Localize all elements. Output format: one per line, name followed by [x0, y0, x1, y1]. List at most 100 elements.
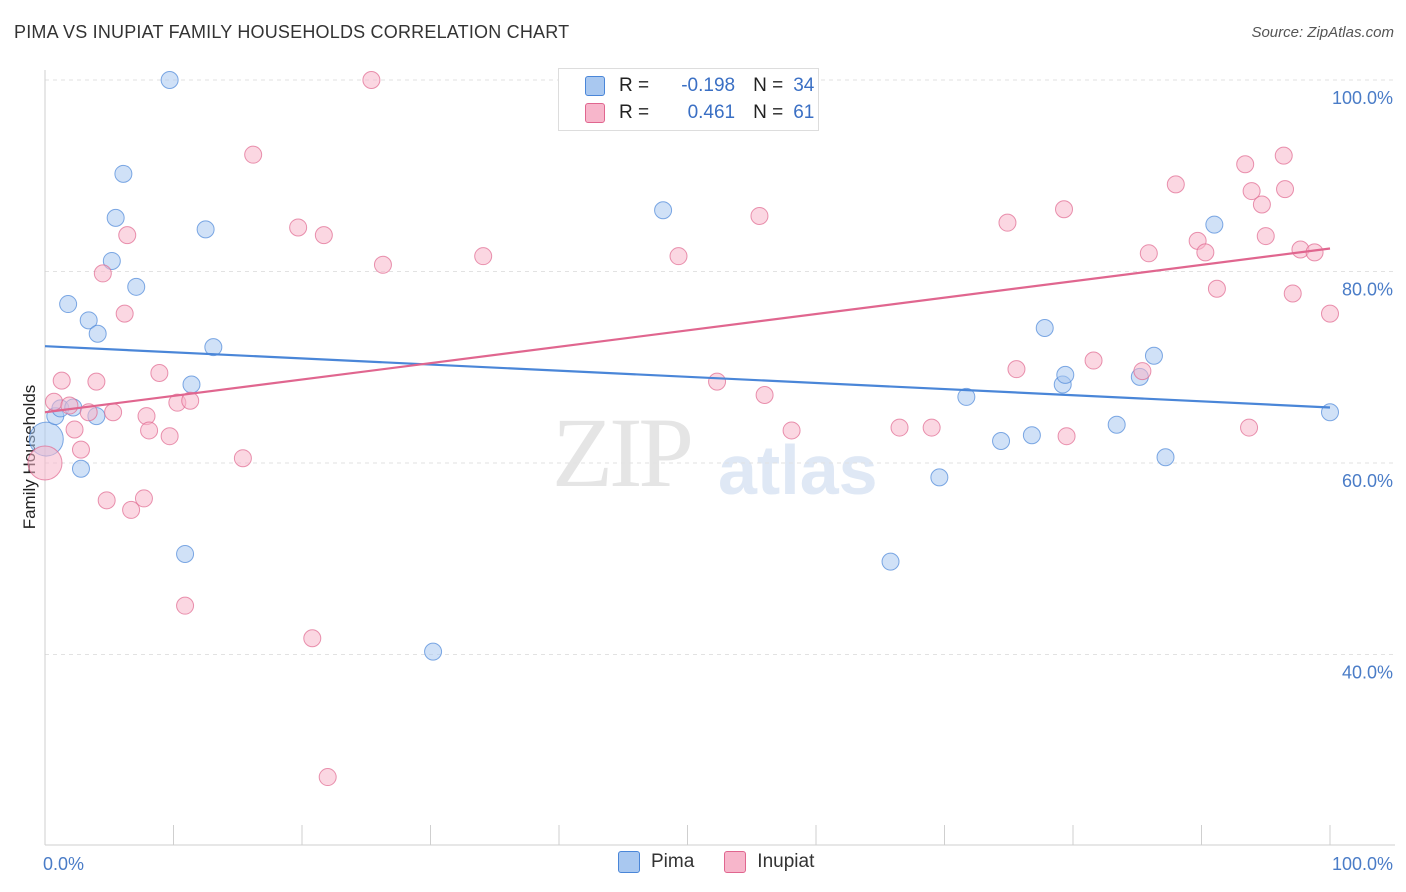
data-point-inupiat: [362, 71, 381, 89]
data-point-inupiat: [65, 420, 84, 439]
data-point-inupiat: [303, 629, 322, 648]
data-point-pima: [881, 552, 900, 571]
legend-n-label: N =: [753, 75, 784, 96]
x-tick-label-max: 100.0%: [1332, 854, 1393, 874]
data-point-inupiat: [1007, 360, 1026, 379]
legend-r-label: R =: [619, 75, 650, 96]
data-point-pima: [1144, 346, 1163, 365]
data-point-inupiat: [233, 449, 252, 468]
data-point-pima: [102, 251, 121, 270]
data-point-inupiat: [1057, 427, 1076, 446]
data-point-inupiat: [60, 396, 79, 415]
data-point-inupiat: [314, 226, 333, 245]
watermark-atlas: atlas: [718, 431, 878, 509]
data-point-inupiat: [750, 206, 769, 225]
data-point-inupiat: [1276, 180, 1295, 199]
source-label: Source: ZipAtlas.com: [1251, 24, 1394, 41]
data-point-inupiat: [181, 391, 200, 410]
data-point-inupiat: [922, 418, 941, 437]
legend-r-value-pima: -0.198: [681, 75, 736, 96]
data-point-inupiat: [1242, 182, 1261, 201]
data-point-inupiat: [1240, 418, 1259, 437]
data-point-inupiat: [1274, 146, 1293, 165]
data-point-inupiat: [1321, 304, 1339, 323]
data-point-pima: [182, 375, 201, 394]
data-point-inupiat: [122, 500, 141, 519]
data-point-inupiat: [782, 421, 801, 440]
data-point-pima: [106, 208, 125, 227]
series-legend-inupiat: Inupiat: [724, 851, 814, 873]
legend-swatch-inupiat: [585, 103, 605, 123]
data-point-inupiat: [160, 427, 179, 446]
data-point-pima: [71, 459, 90, 478]
legend-swatch-pima: [585, 76, 605, 96]
y-tick-label: 40.0%: [1342, 663, 1393, 683]
data-point-inupiat: [669, 247, 688, 266]
data-point-inupiat: [1133, 362, 1152, 381]
data-point-inupiat: [1055, 200, 1074, 219]
data-point-inupiat: [87, 372, 106, 391]
data-point-inupiat: [93, 264, 112, 283]
data-point-inupiat: [115, 304, 134, 323]
data-point-pima: [1035, 318, 1054, 337]
data-point-pima: [930, 468, 949, 487]
data-point-inupiat: [176, 596, 195, 615]
data-point-inupiat: [1207, 279, 1226, 298]
series-label-inupiat: Inupiat: [757, 851, 815, 872]
data-point-pima: [424, 642, 443, 661]
data-point-inupiat: [708, 372, 727, 391]
legend-row-pima: R = -0.198 N = 34: [585, 73, 814, 99]
series-swatch-inupiat: [724, 851, 747, 873]
x-tick-label-min: 0.0%: [43, 854, 84, 874]
data-point-inupiat: [318, 768, 337, 787]
data-point-inupiat: [1256, 227, 1275, 246]
data-point-pima: [1056, 365, 1075, 384]
data-point-pima: [176, 544, 195, 563]
data-point-inupiat: [1084, 351, 1103, 370]
data-point-pima: [79, 311, 98, 330]
y-tick-label: 80.0%: [1342, 280, 1393, 300]
data-point-inupiat: [140, 421, 159, 440]
legend-r-label: R =: [619, 102, 650, 123]
data-point-inupiat: [890, 418, 909, 437]
series-label-pima: Pima: [651, 851, 695, 872]
legend-row-inupiat: R = 0.461 N = 61: [585, 100, 814, 126]
trend-line-pima: [44, 345, 1331, 409]
legend-n-value-pima: 34: [793, 75, 815, 96]
data-point-pima: [196, 220, 215, 239]
data-point-inupiat: [1283, 284, 1302, 303]
data-point-inupiat: [755, 386, 774, 405]
legend-r-value-inupiat: 0.461: [687, 102, 736, 123]
data-point-pima: [1156, 448, 1175, 467]
trend-line-inupiat: [44, 247, 1331, 414]
data-point-inupiat: [150, 363, 169, 382]
data-point-pima: [1107, 415, 1126, 434]
series-legend: Pima Inupiat: [618, 851, 844, 873]
data-point-pima: [992, 431, 1011, 450]
legend-n-value-inupiat: 61: [793, 102, 815, 123]
data-point-inupiat: [244, 145, 263, 164]
watermark-zip: ZIP: [552, 397, 694, 508]
data-point-inupiat: [474, 247, 493, 266]
data-point-inupiat: [289, 218, 308, 237]
data-point-pima: [127, 277, 146, 296]
data-point-pima: [1022, 426, 1041, 445]
data-point-inupiat: [1139, 244, 1158, 263]
data-point-pima: [160, 71, 179, 89]
data-point-inupiat: [373, 255, 392, 274]
data-point-inupiat: [134, 489, 153, 508]
series-legend-pima: Pima: [618, 851, 694, 873]
data-point-inupiat: [97, 491, 116, 510]
data-point-pima: [114, 164, 133, 183]
data-point-inupiat: [44, 392, 63, 411]
data-point-inupiat: [104, 403, 123, 422]
data-point-pima: [204, 338, 223, 357]
data-point-inupiat: [1252, 195, 1271, 214]
data-point-pima: [88, 324, 107, 343]
correlation-legend: R = -0.198 N = 34 R = 0.461 N = 61: [558, 68, 819, 131]
data-point-inupiat: [1196, 243, 1215, 262]
data-point-inupiat: [118, 226, 137, 245]
y-tick-label: 60.0%: [1342, 471, 1393, 491]
data-point-inupiat: [71, 440, 90, 459]
